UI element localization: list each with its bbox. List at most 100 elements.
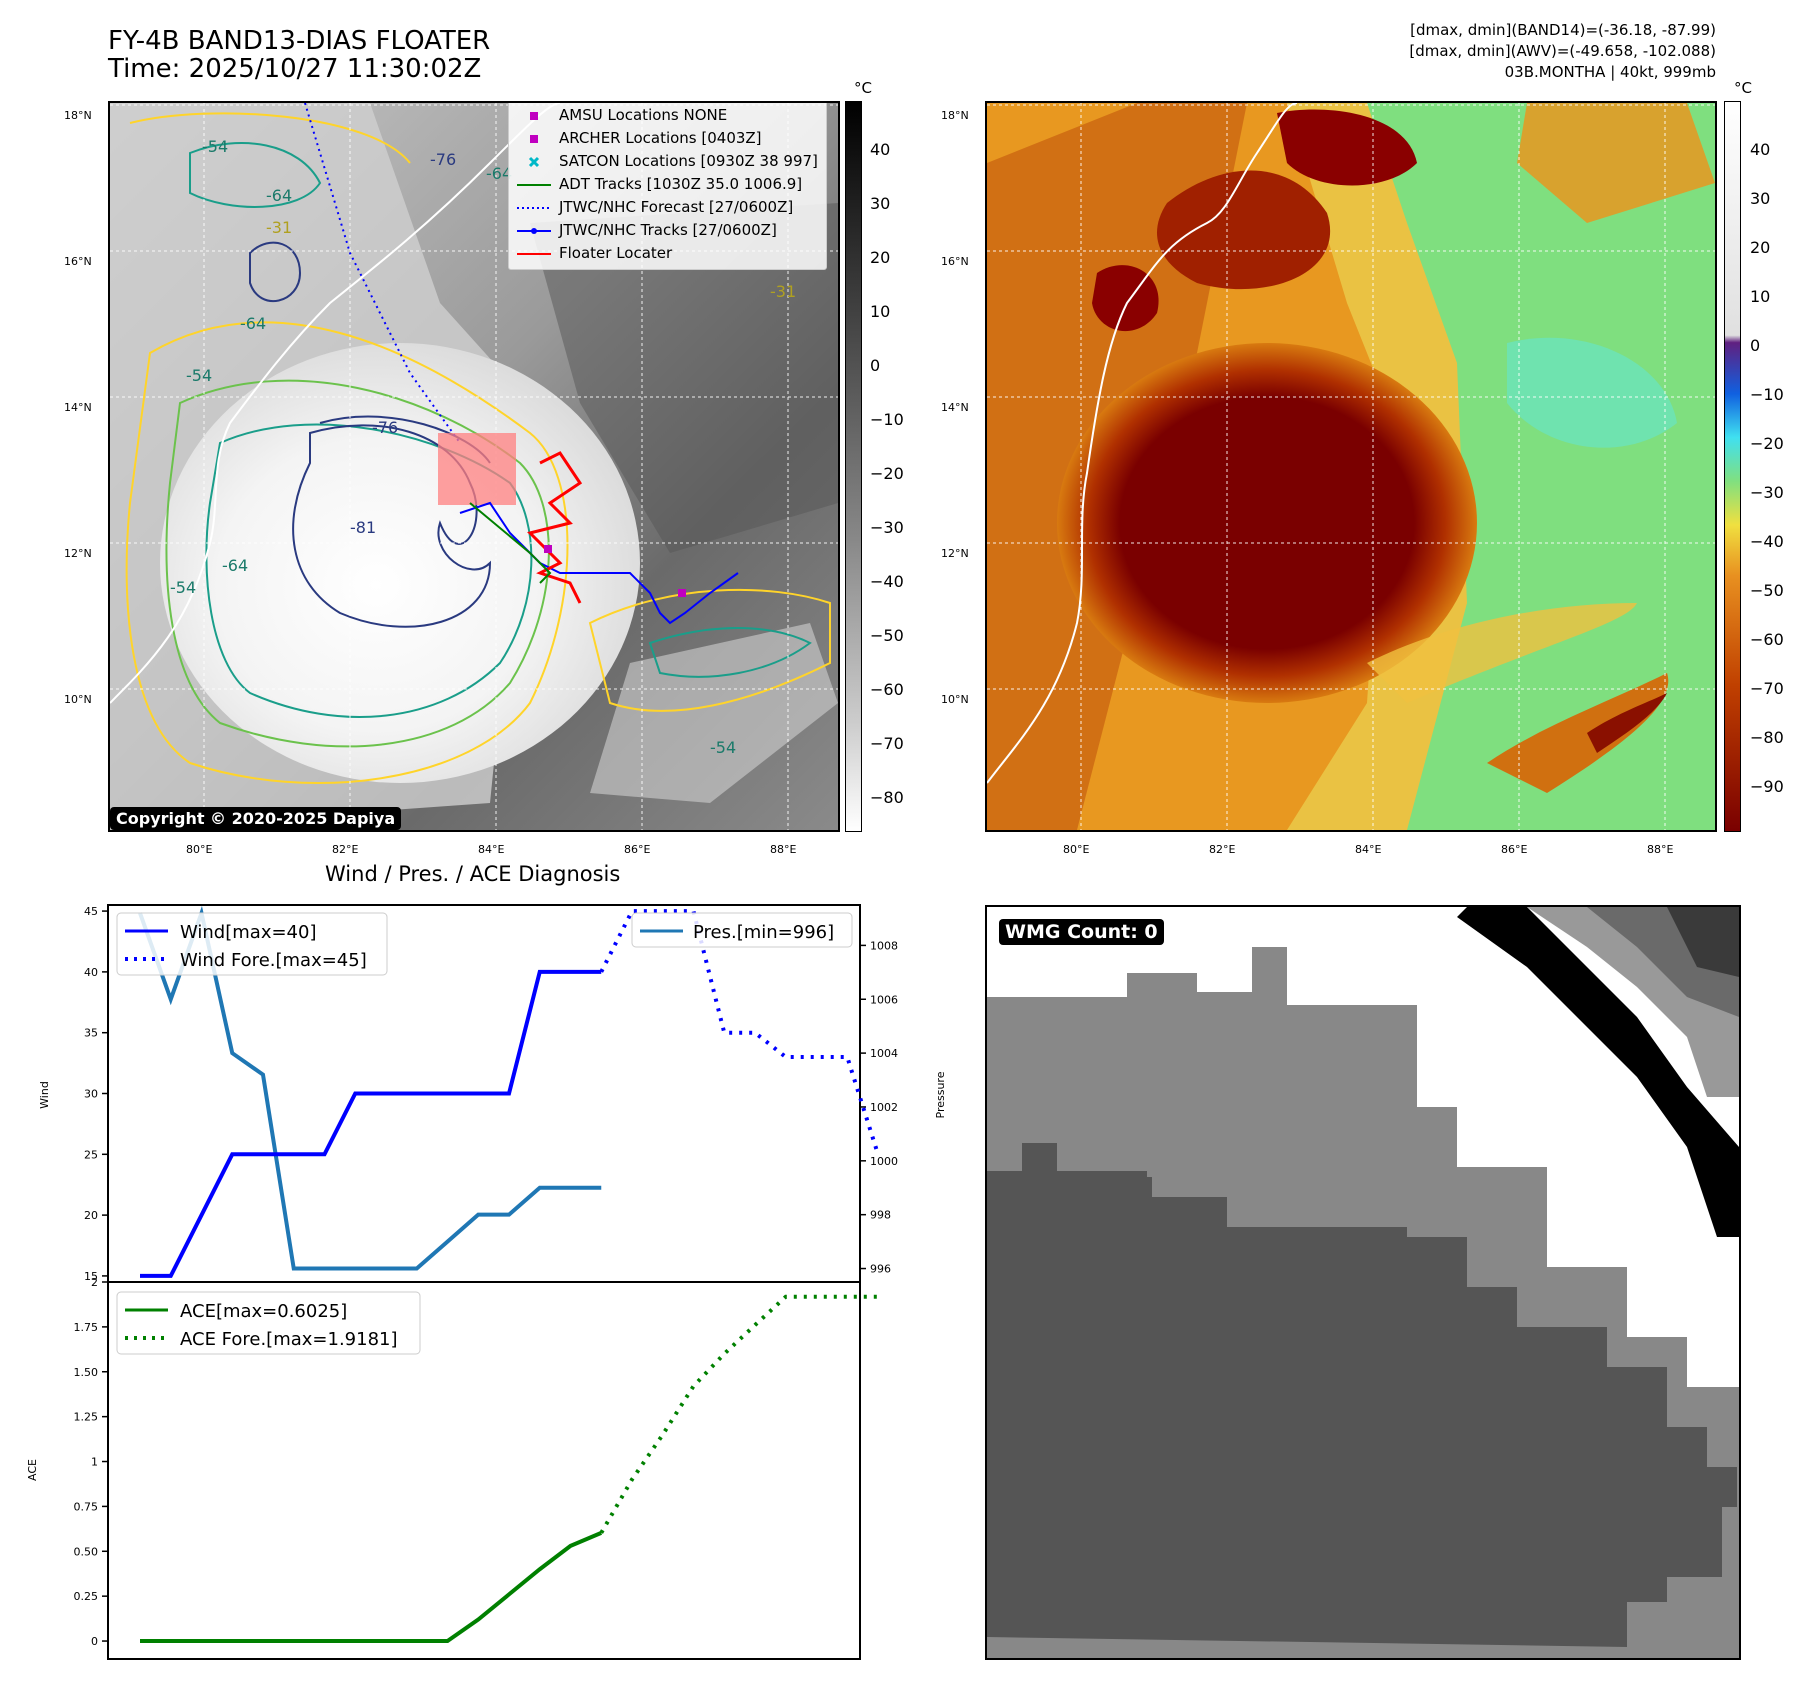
ace-axes-frame — [107, 1281, 861, 1660]
contour-label: -81 — [350, 518, 376, 537]
wv-cb-tick: 0 — [1750, 336, 1761, 355]
y-tick-label: 1002 — [870, 1101, 898, 1114]
adt-track — [469, 502, 552, 584]
wmg-panel: WMG Count: 0 — [985, 905, 1741, 1660]
lat-tick: 16°N — [64, 255, 92, 268]
y-tick-label: 998 — [870, 1209, 891, 1222]
series-line — [599, 1294, 878, 1534]
lat-tick: 10°N — [64, 693, 92, 706]
legend-item-satcon: SATCON Locations [0930Z 38 997] — [517, 150, 818, 173]
contour-label: -76 — [430, 150, 456, 169]
y-tick-label: 1000 — [870, 1155, 898, 1168]
ace-ylabel: ACE — [26, 1459, 39, 1481]
figure-title: FY-4B BAND13-DIAS FLOATER — [108, 26, 491, 56]
wv-map-panel — [985, 101, 1717, 832]
square-marker-icon — [530, 111, 538, 120]
wv-cb-tick: −60 — [1750, 630, 1784, 649]
y-tick-label: 996 — [870, 1263, 891, 1276]
lon-tick: 80°E — [186, 843, 213, 856]
lat-tick: 14°N — [64, 401, 92, 414]
wv-cb-tick: 40 — [1750, 140, 1771, 159]
wv-cb-tick: 10 — [1750, 287, 1771, 306]
y-tick-label: 1.50 — [74, 1366, 99, 1379]
lat-tick: 16°N — [941, 255, 969, 268]
floater-locater-box — [438, 433, 516, 505]
legend-item-amsu: AMSU Locations NONE — [517, 104, 818, 127]
y-tick-label: 2 — [91, 1276, 98, 1289]
dot-line-icon — [517, 227, 551, 234]
wv-cb-tick: −40 — [1750, 532, 1784, 551]
wv-cb-tick: −20 — [1750, 434, 1784, 453]
lon-tick: 86°E — [1501, 843, 1528, 856]
wv-cb-tick: −80 — [1750, 728, 1784, 747]
lon-tick: 80°E — [1063, 843, 1090, 856]
y-tick-label: 1.75 — [74, 1321, 99, 1334]
ir-cb-tick: 10 — [870, 302, 891, 321]
ir-cb-tick: −60 — [870, 680, 904, 699]
wind-fore-legend-label: Wind Fore.[max=45] — [180, 950, 367, 971]
ace-fore-legend-label: ACE Fore.[max=1.9181] — [180, 1329, 398, 1350]
wmg-image — [987, 907, 1739, 1658]
lon-tick: 84°E — [1355, 843, 1382, 856]
lon-tick: 86°E — [624, 843, 651, 856]
contour-label: -54 — [186, 366, 212, 385]
legend-item-floater: Floater Locater — [517, 242, 818, 265]
contour-label: -54 — [170, 578, 196, 597]
y-tick-label: 15 — [84, 1270, 98, 1283]
contour-label: -76 — [372, 418, 398, 437]
lat-tick: 12°N — [941, 547, 969, 560]
ir-cb-tick: 40 — [870, 140, 891, 159]
dotted-line-icon — [517, 206, 551, 209]
lat-tick: 18°N — [64, 109, 92, 122]
ir-legend: AMSU Locations NONE ARCHER Locations [04… — [508, 103, 827, 270]
lon-tick: 82°E — [1209, 843, 1236, 856]
wv-colorbar-ticks: 40 30 20 10 0 −10 −20 −30 −40 −50 −60 −7… — [1750, 140, 1800, 800]
y-tick-label: 1008 — [870, 939, 898, 952]
ir-cb-tick: 20 — [870, 248, 891, 267]
ir-cb-tick: −80 — [870, 788, 904, 807]
wv-cb-tick: 30 — [1750, 189, 1771, 208]
copyright-badge: Copyright © 2020-2025 Dapiya — [110, 807, 402, 830]
floater-track — [527, 451, 583, 604]
y-tick-label: 1 — [91, 1456, 98, 1469]
wind-ylabel: Wind — [38, 1081, 51, 1109]
contour-label: -64 — [266, 186, 292, 205]
square-marker-icon — [530, 134, 538, 143]
lon-tick: 88°E — [1647, 843, 1674, 856]
lat-tick: 10°N — [941, 693, 969, 706]
info-band14: [dmax, dmin](BAND14)=(-36.18, -87.99) — [1410, 21, 1716, 39]
info-awv: [dmax, dmin](AWV)=(-49.658, -102.088) — [1409, 42, 1716, 60]
legend-item-jtwc-forecast: JTWC/NHC Forecast [27/0600Z] — [517, 196, 818, 219]
lon-tick: 88°E — [770, 843, 797, 856]
lat-tick: 12°N — [64, 547, 92, 560]
lon-tick: 84°E — [478, 843, 505, 856]
y-tick-label: 0.75 — [74, 1500, 99, 1513]
ir-map-panel: -54 -64 -76 -64 -31 -64 -54 -76 -81 -64 … — [108, 101, 840, 832]
legend-item-adt: ADT Tracks [1030Z 35.0 1006.9] — [517, 173, 818, 196]
figure-time: Time: 2025/10/27 11:30:02Z — [108, 54, 482, 84]
y-tick-label: 20 — [84, 1209, 98, 1222]
pres-legend-label: Pres.[min=996] — [693, 922, 834, 943]
contour-label: -31 — [266, 218, 292, 237]
ir-cb-tick: −10 — [870, 410, 904, 429]
wv-colorbar — [1724, 101, 1741, 832]
y-tick-label: 0 — [91, 1635, 98, 1648]
line-icon — [517, 252, 551, 255]
contour-label: -31 — [770, 282, 796, 301]
pressure-legend: Pres.[min=996] — [631, 912, 853, 948]
ir-colorbar — [845, 101, 862, 832]
ace-legend: ACE[max=0.6025] ACE Fore.[max=1.9181] — [116, 1291, 421, 1355]
y-tick-label: 1006 — [870, 993, 898, 1006]
ir-cb-tick: −50 — [870, 626, 904, 645]
series-line — [140, 1531, 603, 1644]
series-line — [140, 969, 602, 1278]
y-tick-label: 1004 — [870, 1047, 898, 1060]
diagnosis-title: Wind / Pres. / ACE Diagnosis — [325, 862, 621, 886]
info-storm: 03B.MONTHA | 40kt, 999mb — [1504, 63, 1716, 81]
pressure-ylabel: Pressure — [934, 1071, 947, 1118]
jtwc-forecast-track — [304, 103, 461, 444]
ir-colorbar-ticks: 40 30 20 10 0 −10 −20 −30 −40 −50 −60 −7… — [870, 140, 920, 820]
ace-legend-label: ACE[max=0.6025] — [180, 1301, 347, 1322]
ir-cb-tick: 30 — [870, 194, 891, 213]
wind-legend: Wind[max=40] Wind Fore.[max=45] — [116, 912, 388, 976]
